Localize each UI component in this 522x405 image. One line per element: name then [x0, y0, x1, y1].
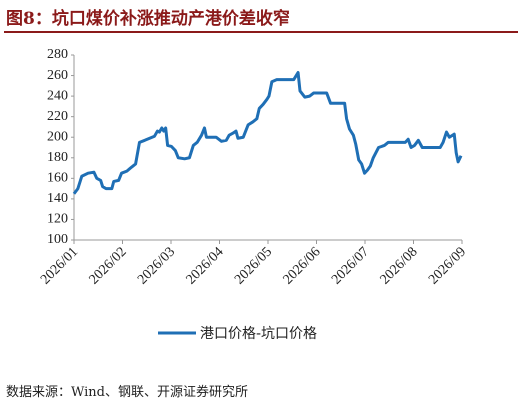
- y-tick-label: 180: [47, 150, 68, 165]
- x-tick-label: 2026/04: [184, 244, 227, 287]
- legend-label: 港口价格-坑口价格: [200, 326, 317, 342]
- title-rule: [4, 31, 518, 33]
- y-tick-label: 100: [47, 232, 68, 247]
- x-tick-label: 2026/05: [232, 244, 275, 287]
- y-tick-label: 200: [47, 129, 68, 144]
- source: 数据来源：Wind、钢联、开源证券研究所: [6, 385, 248, 400]
- x-tick-label: 2026/08: [378, 244, 421, 287]
- x-tick-label: 2026/09: [426, 244, 469, 287]
- y-tick-label: 220: [47, 109, 68, 124]
- y-tick-label: 160: [47, 171, 68, 186]
- x-tick-label: 2026/06: [281, 244, 324, 287]
- x-tick-label: 2026/07: [329, 244, 372, 287]
- y-tick-label: 140: [47, 191, 68, 206]
- y-tick-label: 280: [47, 47, 68, 62]
- y-tick-label: 120: [47, 212, 68, 227]
- data-line: [72, 70, 463, 195]
- x-tick-label: 2026/01: [38, 244, 81, 287]
- y-tick-label: 260: [47, 68, 68, 83]
- title: 图8：坑口煤价补涨推动产港价差收窄: [6, 9, 290, 29]
- x-tick-label: 2026/03: [135, 244, 178, 287]
- x-tick-label: 2026/02: [87, 244, 130, 287]
- y-tick-label: 240: [47, 88, 68, 103]
